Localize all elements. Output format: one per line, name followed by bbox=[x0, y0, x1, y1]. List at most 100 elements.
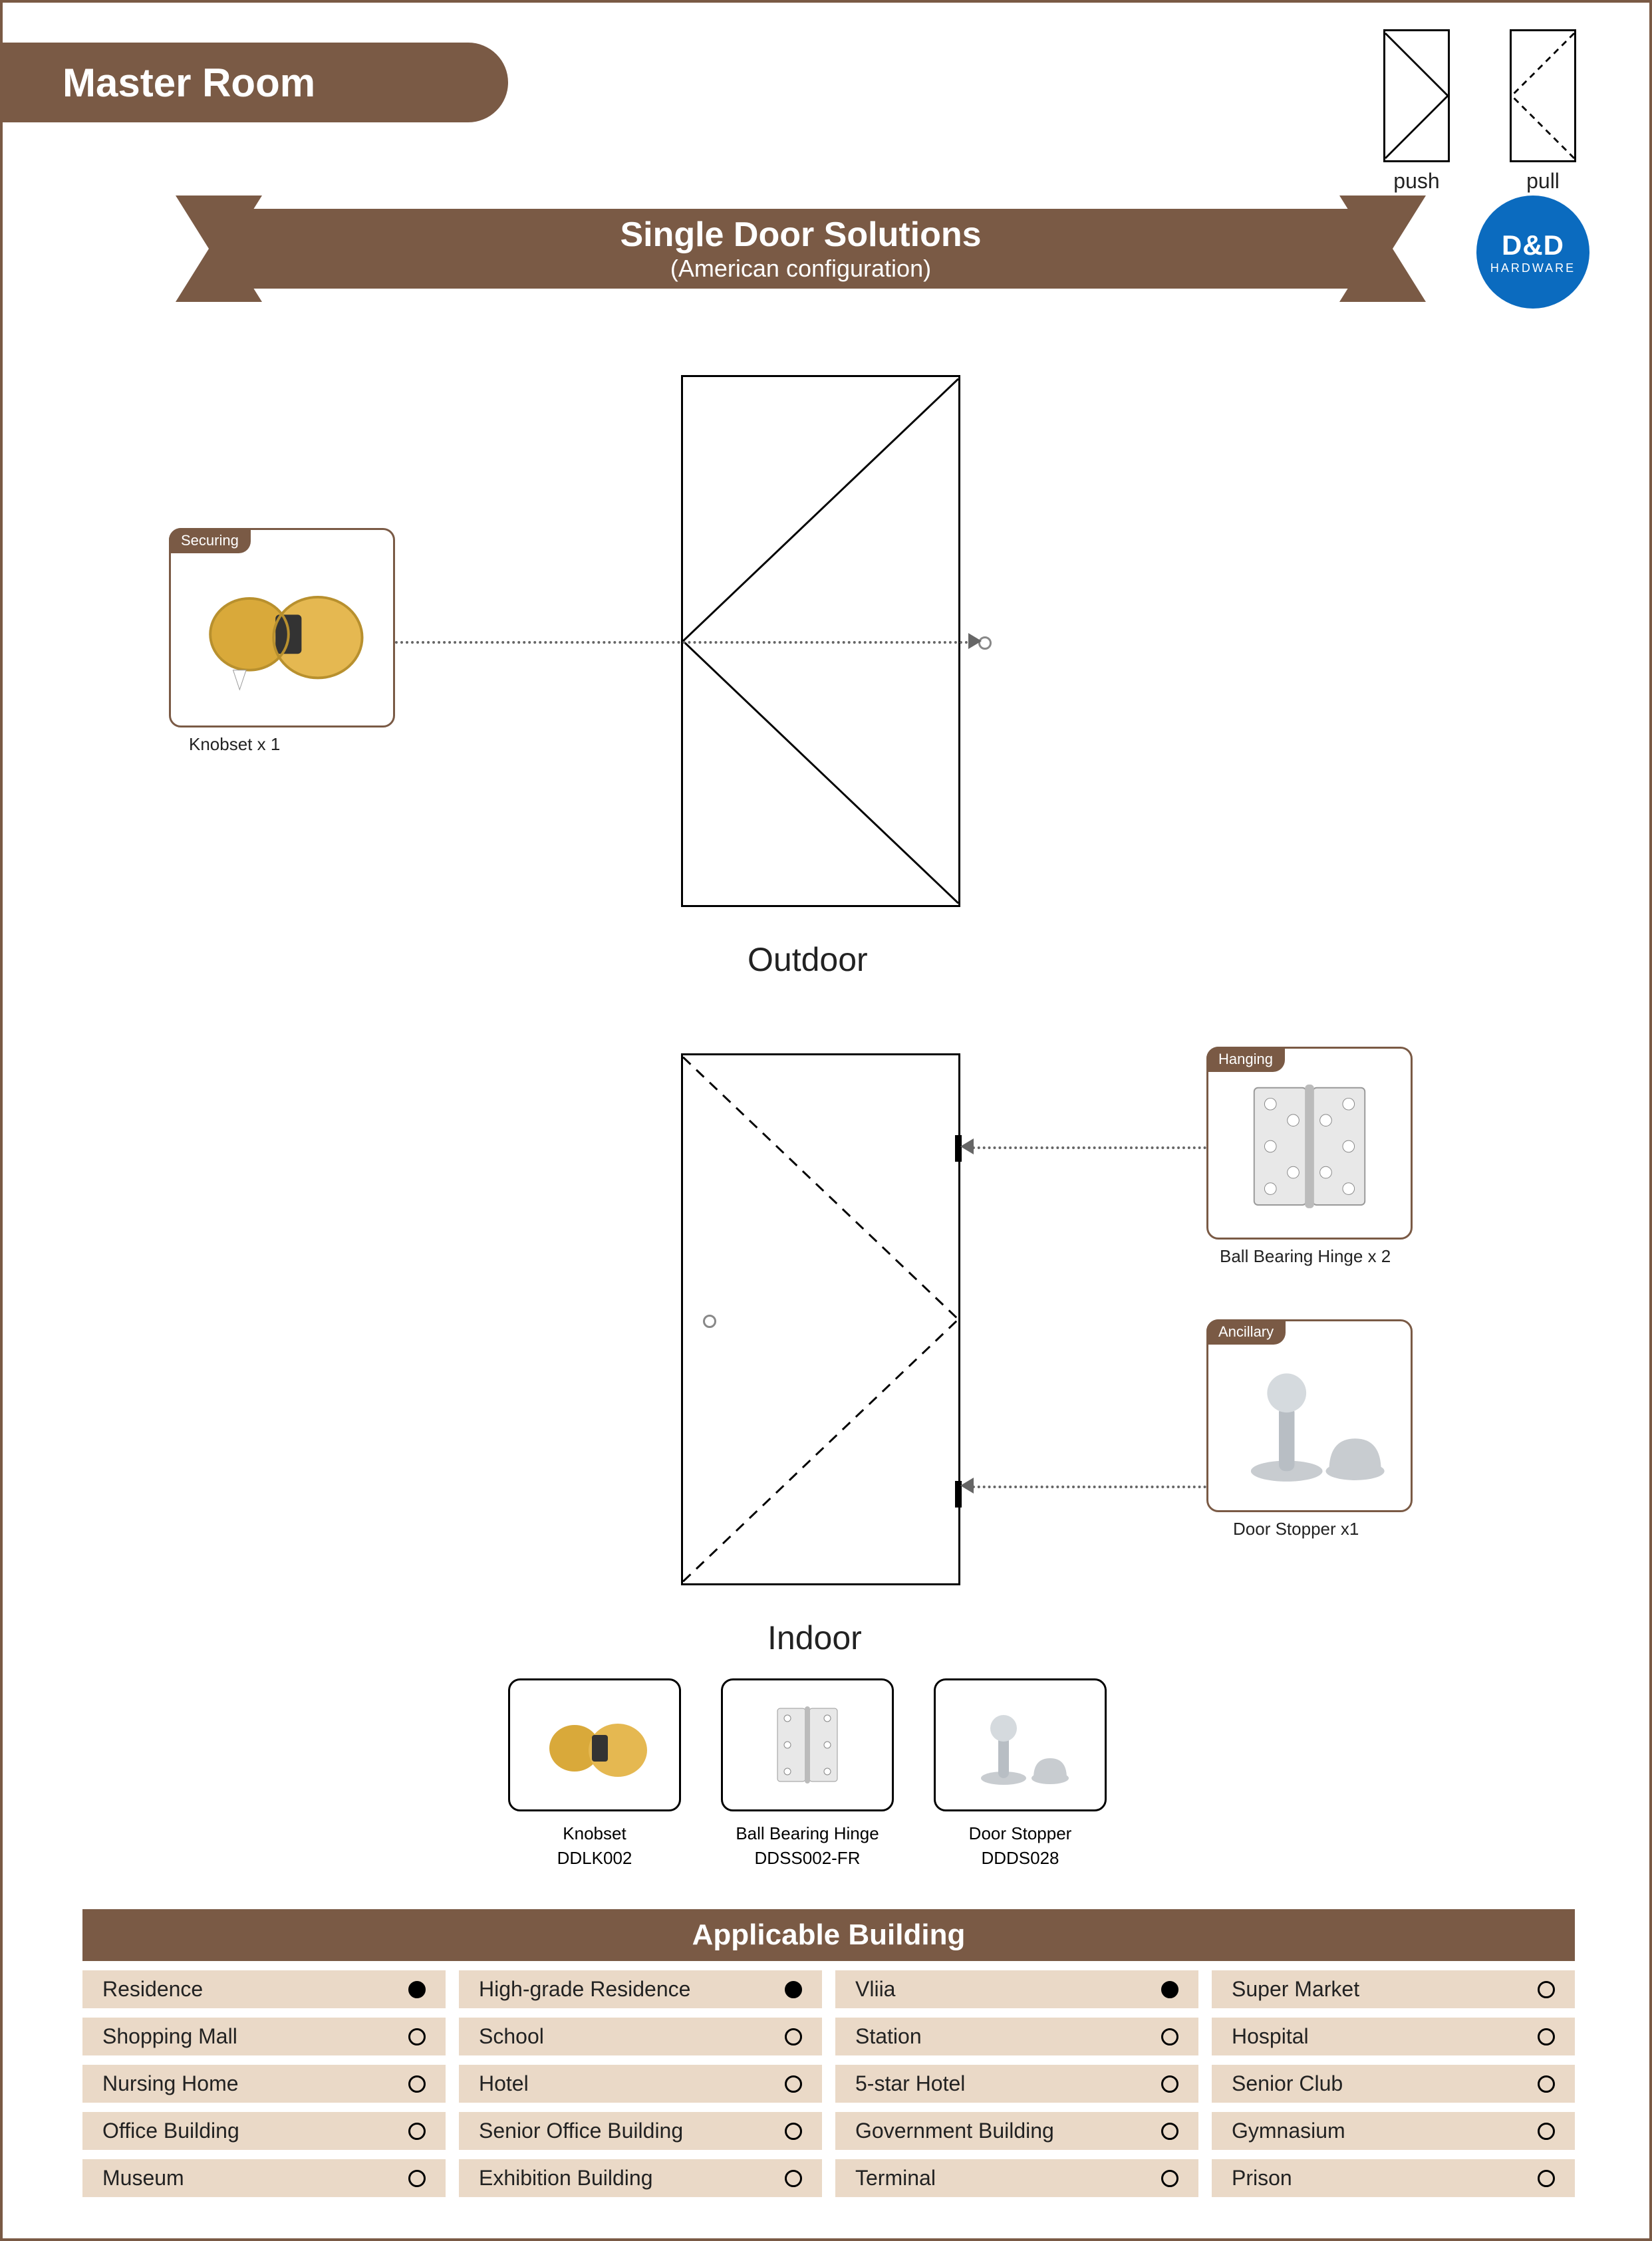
brand-badge: D&D HARDWARE bbox=[1476, 196, 1589, 309]
building-cell: Terminal bbox=[835, 2159, 1198, 2198]
hanging-caption: Ball Bearing Hinge x 2 bbox=[1220, 1246, 1391, 1267]
ribbon-banner: Single Door Solutions (American configur… bbox=[176, 196, 1426, 302]
building-cell: Vliia bbox=[835, 1970, 1198, 2010]
building-label: Hotel bbox=[479, 2071, 529, 2096]
building-label: Residence bbox=[102, 1977, 203, 2002]
building-label: Senior Office Building bbox=[479, 2119, 683, 2143]
building-cell: Hospital bbox=[1212, 2018, 1575, 2057]
dot-empty-icon bbox=[785, 2123, 802, 2140]
pull-label: pull bbox=[1526, 169, 1560, 194]
arrow-icon bbox=[960, 1138, 974, 1154]
building-label: Government Building bbox=[855, 2119, 1054, 2143]
thumb-hinge: Ball Bearing Hinge DDSS002-FR bbox=[721, 1678, 894, 1869]
building-cell: High-grade Residence bbox=[459, 1970, 822, 2010]
table-header: Applicable Building bbox=[82, 1909, 1575, 1961]
hinge-icon bbox=[741, 1692, 874, 1798]
building-label: High-grade Residence bbox=[479, 1977, 690, 2002]
page-title: Master Room bbox=[63, 60, 315, 106]
pull-swing-icon bbox=[1510, 29, 1576, 162]
building-label: Vliia bbox=[855, 1977, 895, 2002]
thumb-knobset: Knobset DDLK002 bbox=[508, 1678, 681, 1869]
hanging-card: Hanging bbox=[1206, 1047, 1413, 1240]
building-cell: Nursing Home bbox=[82, 2065, 446, 2104]
building-label: Hospital bbox=[1232, 2024, 1309, 2049]
building-label: Super Market bbox=[1232, 1977, 1359, 2002]
building-cell: Government Building bbox=[835, 2112, 1198, 2151]
dot-filled-icon bbox=[408, 1981, 426, 1998]
securing-tag: Securing bbox=[169, 528, 251, 553]
building-label: Senior Club bbox=[1232, 2071, 1343, 2096]
arrow-icon bbox=[968, 633, 982, 649]
thumb-stopper: Door Stopper DDDS028 bbox=[934, 1678, 1107, 1869]
ancillary-card: Ancillary bbox=[1206, 1319, 1413, 1512]
building-cell: Residence bbox=[82, 1970, 446, 2010]
building-label: Exhibition Building bbox=[479, 2166, 653, 2190]
building-cell: Station bbox=[835, 2018, 1198, 2057]
thumb-box bbox=[721, 1678, 894, 1811]
thumb-name: Knobset bbox=[563, 1823, 626, 1844]
building-cell: Super Market bbox=[1212, 1970, 1575, 2010]
thumb-name: Door Stopper bbox=[969, 1823, 1072, 1844]
building-cell: Gymnasium bbox=[1212, 2112, 1575, 2151]
building-cell: Office Building bbox=[82, 2112, 446, 2151]
building-cell: Prison bbox=[1212, 2159, 1575, 2198]
building-label: Terminal bbox=[855, 2166, 936, 2190]
arrow-icon bbox=[960, 1478, 974, 1494]
push-label: push bbox=[1393, 169, 1439, 194]
building-label: Shopping Mall bbox=[102, 2024, 237, 2049]
dot-empty-icon bbox=[1161, 2028, 1178, 2045]
knobset-icon bbox=[528, 1692, 661, 1798]
ribbon-subtitle: (American configuration) bbox=[670, 255, 931, 283]
page-title-pill: Master Room bbox=[3, 43, 508, 122]
dot-empty-icon bbox=[1538, 2028, 1555, 2045]
building-label: Station bbox=[855, 2024, 922, 2049]
thumb-code: DDLK002 bbox=[557, 1848, 632, 1869]
knob-marker-icon bbox=[703, 1315, 716, 1328]
brand-sub: HARDWARE bbox=[1490, 261, 1576, 275]
building-cell: School bbox=[459, 2018, 822, 2057]
dot-empty-icon bbox=[408, 2170, 426, 2187]
knobset-icon bbox=[171, 530, 393, 725]
thumb-box bbox=[934, 1678, 1107, 1811]
dot-empty-icon bbox=[1161, 2075, 1178, 2093]
brand-name: D&D bbox=[1502, 229, 1564, 261]
building-label: Museum bbox=[102, 2166, 184, 2190]
connector-hanging bbox=[967, 1146, 1206, 1149]
indoor-door-diagram bbox=[681, 1053, 960, 1585]
ancillary-caption: Door Stopper x1 bbox=[1233, 1519, 1359, 1539]
ribbon-main: Single Door Solutions (American configur… bbox=[215, 209, 1386, 289]
dot-empty-icon bbox=[1538, 2075, 1555, 2093]
legend-pull: pull bbox=[1510, 29, 1576, 194]
indoor-label: Indoor bbox=[767, 1619, 862, 1657]
dot-filled-icon bbox=[1161, 1981, 1178, 1998]
legend-push: push bbox=[1383, 29, 1450, 194]
dot-empty-icon bbox=[1161, 2123, 1178, 2140]
dot-filled-icon bbox=[785, 1981, 802, 1998]
dot-empty-icon bbox=[1161, 2170, 1178, 2187]
dot-empty-icon bbox=[408, 2028, 426, 2045]
door-stopper-icon bbox=[954, 1692, 1087, 1798]
connector-securing bbox=[395, 641, 974, 644]
applicable-building-section: Applicable Building Residence High-grade … bbox=[82, 1909, 1575, 2198]
table-body: Residence High-grade Residence Vliia Super … bbox=[82, 1961, 1575, 2198]
thumb-name: Ball Bearing Hinge bbox=[736, 1823, 879, 1844]
product-thumbs: Knobset DDLK002 Ball Bearing Hinge DDSS0… bbox=[508, 1678, 1107, 1869]
building-cell: Exhibition Building bbox=[459, 2159, 822, 2198]
building-label: School bbox=[479, 2024, 544, 2049]
dot-empty-icon bbox=[1538, 2170, 1555, 2187]
dot-empty-icon bbox=[408, 2075, 426, 2093]
hinge-icon bbox=[1208, 1049, 1411, 1238]
dot-empty-icon bbox=[1538, 1981, 1555, 1998]
securing-caption: Knobset x 1 bbox=[189, 734, 280, 755]
connector-ancillary bbox=[967, 1486, 1206, 1488]
ancillary-tag: Ancillary bbox=[1206, 1319, 1286, 1345]
building-label: Prison bbox=[1232, 2166, 1292, 2190]
dot-empty-icon bbox=[785, 2028, 802, 2045]
building-cell: Museum bbox=[82, 2159, 446, 2198]
dot-empty-icon bbox=[785, 2170, 802, 2187]
building-cell: Shopping Mall bbox=[82, 2018, 446, 2057]
building-cell: Senior Office Building bbox=[459, 2112, 822, 2151]
securing-card: Securing bbox=[169, 528, 395, 727]
dot-empty-icon bbox=[408, 2123, 426, 2140]
door-stopper-icon bbox=[1208, 1321, 1411, 1510]
